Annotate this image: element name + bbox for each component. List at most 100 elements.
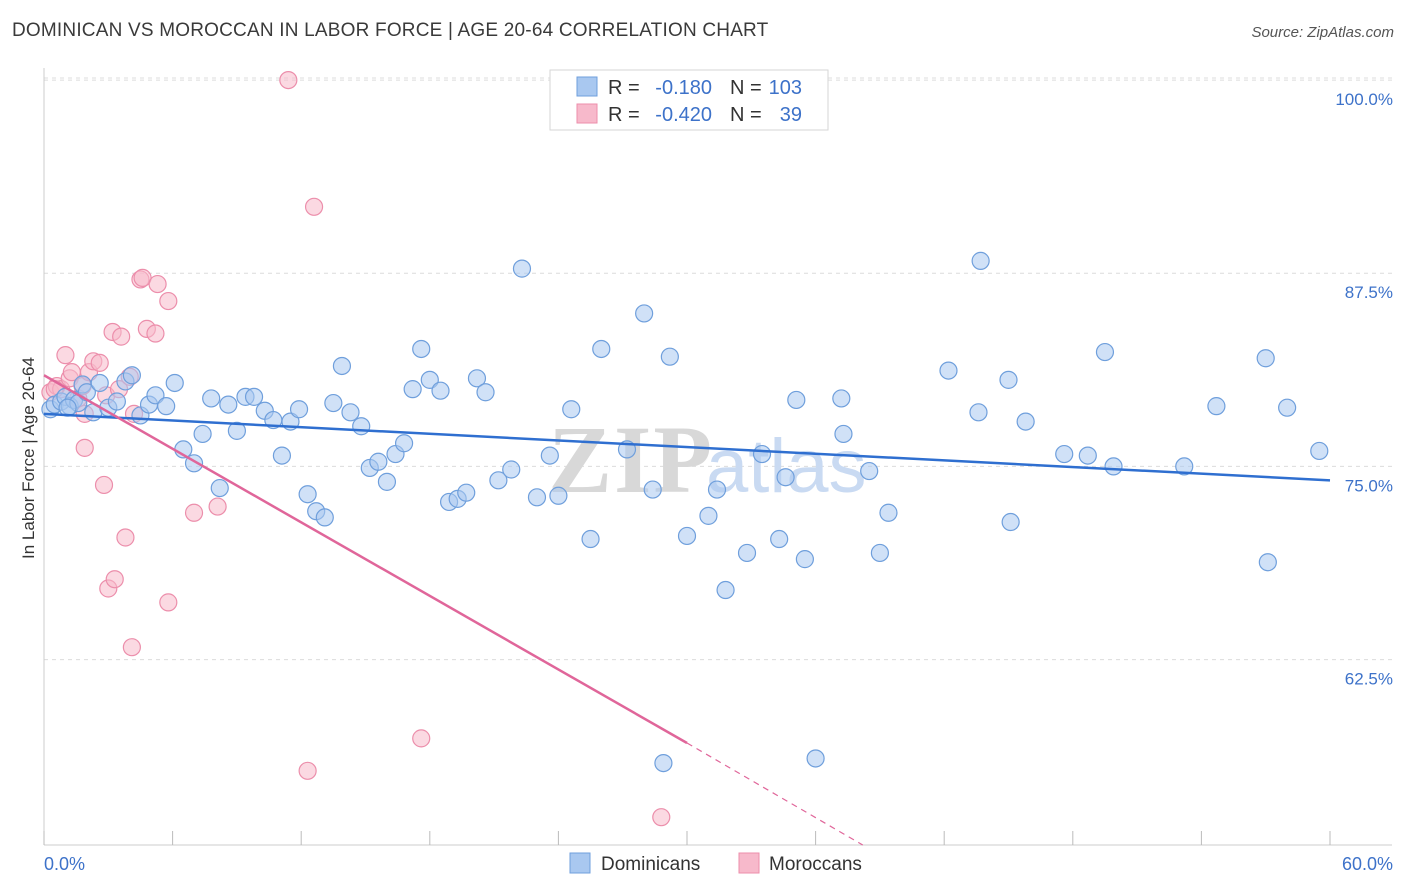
moroccans-point-11 [90,353,109,372]
legend-n-label-1: N = [730,77,762,99]
dominicans-point-36 [315,508,334,527]
dominicans-point-99 [1258,553,1277,572]
dominicans-point-78 [787,390,806,410]
moroccans-point-37 [652,808,671,827]
dominicans-point-68 [654,754,673,773]
dominicans-point-71 [699,506,718,525]
legend-swatch-moroccans [576,103,598,124]
moroccans-point-31 [184,503,204,522]
moroccans-point-36 [412,729,431,748]
bottom-legend-label-moroccans: Moroccans [769,854,862,875]
dominicans-point-96 [1175,457,1194,476]
dominicans-point-87 [969,403,988,422]
dominicans-point-88 [971,251,990,270]
dominicans-point-58 [527,488,547,507]
dominicans-point-45 [394,434,414,453]
x-tick-label-min: 0.0% [44,854,85,874]
dominicans-point-91 [1016,412,1035,431]
dominicans-point-14 [122,366,141,385]
dominicans-point-64 [592,339,611,359]
dominicans-point-69 [660,347,679,366]
dominicans-point-55 [489,471,508,490]
dominicans-point-47 [412,339,431,359]
legend-n-label-2: N = [730,104,762,126]
dominicans-point-73 [716,580,735,600]
dominicans-point-42 [369,452,388,471]
dominicans-point-75 [752,444,772,464]
legend-swatch-dominicans [576,76,598,97]
y-axis-label: In Labor Force | Age 20-64 [19,357,38,559]
dominicans-point-19 [165,373,184,393]
moroccans-point-3 [56,346,75,365]
bottom-legend-swatch-moroccans [738,852,760,874]
dominicans-point-70 [677,526,697,546]
moroccans-trend-line [43,374,688,745]
dominicans-point-28 [244,387,264,406]
dominicans-point-26 [227,421,246,440]
dominicans-point-100 [1278,398,1297,417]
moroccans-point-25 [94,475,114,495]
moroccans-point-34 [304,197,324,216]
dominicans-point-67 [643,480,662,499]
dominicans-point-61 [562,400,581,419]
dominicans-point-97 [1207,397,1226,416]
y-tick-label-1: 75.0% [1345,476,1393,495]
dominicans-point-18 [157,397,176,416]
dominicans-point-43 [377,472,397,491]
legend-n-value-1: 103 [769,77,802,99]
svg-text:ZIP: ZIP [548,406,714,513]
dominicans-point-46 [403,380,422,399]
legend-r-value-2: -0.420 [655,104,712,126]
dominicans-point-52 [457,483,476,502]
dominicans-point-95 [1104,457,1123,476]
axes [43,68,1392,846]
dominicans-point-48 [420,370,439,389]
y-tick-labels: 62.5% 75.0% 87.5% 100.0% [1335,90,1393,688]
dominicans-trend-line [43,412,1331,482]
legend-r-label-2: R = [608,104,640,126]
moroccans-point-15 [112,327,131,346]
dominicans-point-90 [1001,512,1020,532]
moroccans-point-29 [122,638,141,657]
moroccans-point-33 [279,70,298,90]
chart-title: DOMINICAN VS MOROCCAN IN LABOR FORCE | A… [12,20,769,41]
dominicans-point-101 [1310,441,1329,461]
legend-r-value-1: -0.180 [655,77,712,99]
top-legend: R = -0.180 N = 103 R = -0.420 N = 39 [549,69,829,131]
dominicans-point-10 [90,373,109,393]
legend-n-value-2: 39 [780,104,802,126]
dominicans-point-57 [512,259,532,278]
dominicans-point-53 [467,369,487,388]
x-tick-label-max: 60.0% [1342,854,1393,874]
dominicans-point-39 [341,403,360,422]
dominicans-point-79 [795,550,814,569]
dominicans-point-23 [202,389,221,408]
dominicans-point-74 [737,543,757,563]
y-tick-label-2: 87.5% [1345,283,1393,302]
dominicans-point-84 [870,543,890,563]
dominicans-point-76 [770,529,789,549]
y-tick-label-3: 100.0% [1335,90,1393,109]
trend-lines [43,374,1331,846]
dominicans-point-24 [210,478,229,498]
moroccans-point-22 [148,274,167,294]
bottom-legend: Dominicans Moroccans [569,852,862,875]
dominicans-point-89 [999,370,1018,389]
dominicans-point-85 [879,503,898,522]
moroccans-point-21 [146,324,165,343]
moroccans-point-32 [208,497,227,516]
dominicans-point-40 [352,417,371,436]
dominicans-point-33 [289,400,309,419]
dominicans-point-77 [776,468,795,487]
bottom-legend-swatch-dominicans [569,852,591,874]
legend-r-label-1: R = [608,77,640,99]
dominicans-points [41,70,1329,773]
dominicans-point-93 [1078,446,1097,465]
moroccans-point-24 [75,438,94,457]
moroccans-trend-extension [686,742,864,846]
dominicans-point-56 [502,460,521,479]
dominicans-point-72 [707,480,727,499]
dominicans-point-94 [1095,342,1115,362]
dominicans-point-81 [832,389,851,408]
